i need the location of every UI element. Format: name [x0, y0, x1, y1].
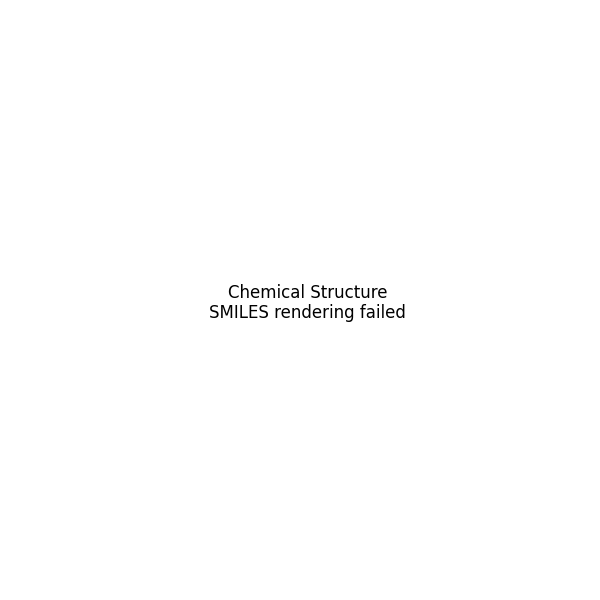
- Text: Chemical Structure
SMILES rendering failed: Chemical Structure SMILES rendering fail…: [209, 284, 406, 322]
